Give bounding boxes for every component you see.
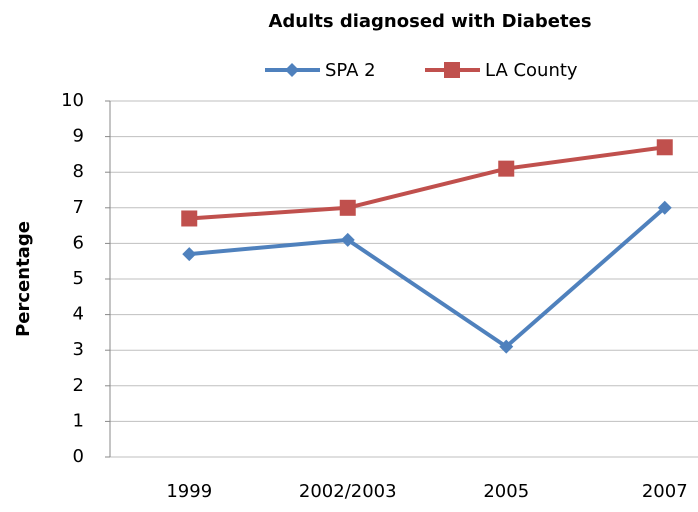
x-tick-label: 2007 <box>642 481 688 502</box>
y-tick-label: 0 <box>73 446 84 467</box>
marker <box>285 63 299 77</box>
marker <box>499 339 514 354</box>
x-tick-label: 1999 <box>166 481 212 502</box>
y-tick-label: 8 <box>73 161 84 182</box>
series-line <box>189 206 667 349</box>
y-tick-label: 10 <box>61 90 84 111</box>
marker <box>498 160 515 177</box>
y-tick-label: 1 <box>73 410 84 431</box>
y-tick-label: 6 <box>73 232 84 253</box>
marker <box>340 232 355 247</box>
marker <box>181 210 198 227</box>
y-tick-label: 3 <box>73 339 84 360</box>
marker <box>656 139 673 156</box>
y-tick-label: 5 <box>73 268 84 289</box>
marker <box>339 199 356 216</box>
y-tick-label: 9 <box>73 126 84 147</box>
marker <box>182 247 197 262</box>
legend-label: SPA 2 <box>325 60 376 81</box>
y-tick-label: 4 <box>73 304 84 325</box>
chart-title: Adults diagnosed with Diabetes <box>268 11 591 32</box>
y-tick-label: 2 <box>73 375 84 396</box>
x-tick-label: 2005 <box>483 481 529 502</box>
y-axis-label: Percentage <box>13 221 34 337</box>
series-line <box>189 145 666 221</box>
y-tick-label: 7 <box>73 197 84 218</box>
x-tick-label: 2002/2003 <box>299 481 397 502</box>
marker <box>657 200 672 215</box>
legend-label: LA County <box>485 60 578 81</box>
marker <box>444 62 460 78</box>
